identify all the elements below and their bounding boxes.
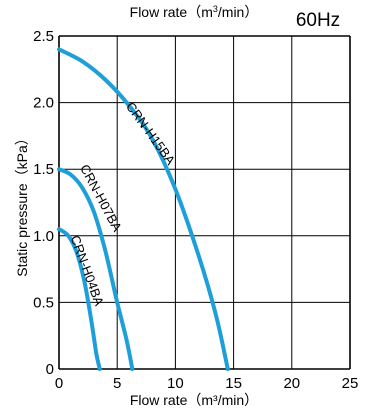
x-tick-label: 25 — [342, 375, 359, 392]
y-tick-label: 0.5 — [33, 294, 54, 311]
y-tick-label: 1.0 — [33, 228, 54, 245]
series-label-crn-h15ba: CRN-H15BA — [123, 99, 179, 168]
y-axis-title: Static pressure（kPa） — [14, 131, 30, 277]
y-tick-label: 1.5 — [33, 161, 54, 178]
y-tick-label: 2.5 — [33, 28, 54, 45]
x-tick-label: 0 — [55, 375, 63, 392]
series-line-crn-h15ba — [57, 47, 230, 371]
series-label-crn-h07ba: CRN-H07BA — [77, 162, 125, 234]
top-axis-title: Flow rate（m3/min） — [130, 4, 259, 20]
x-tick-label: 20 — [283, 375, 300, 392]
y-tick-label: 2.0 — [33, 95, 54, 112]
tick-labels: 0 5 10 15 20 25 0 0.5 1.0 1.5 2.0 2.5 — [33, 28, 358, 392]
y-tick-label: 0 — [46, 361, 54, 378]
series-line-crn-h04ba — [57, 227, 102, 371]
series-line-crn-h07ba — [57, 167, 135, 371]
x-tick-label: 5 — [113, 375, 121, 392]
frequency-label: 60Hz — [296, 10, 340, 31]
series-lines — [57, 47, 230, 371]
x-tick-label: 10 — [167, 375, 184, 392]
x-axis-title: Flow rate（m³/min） — [130, 392, 258, 408]
x-tick-label: 15 — [225, 375, 242, 392]
